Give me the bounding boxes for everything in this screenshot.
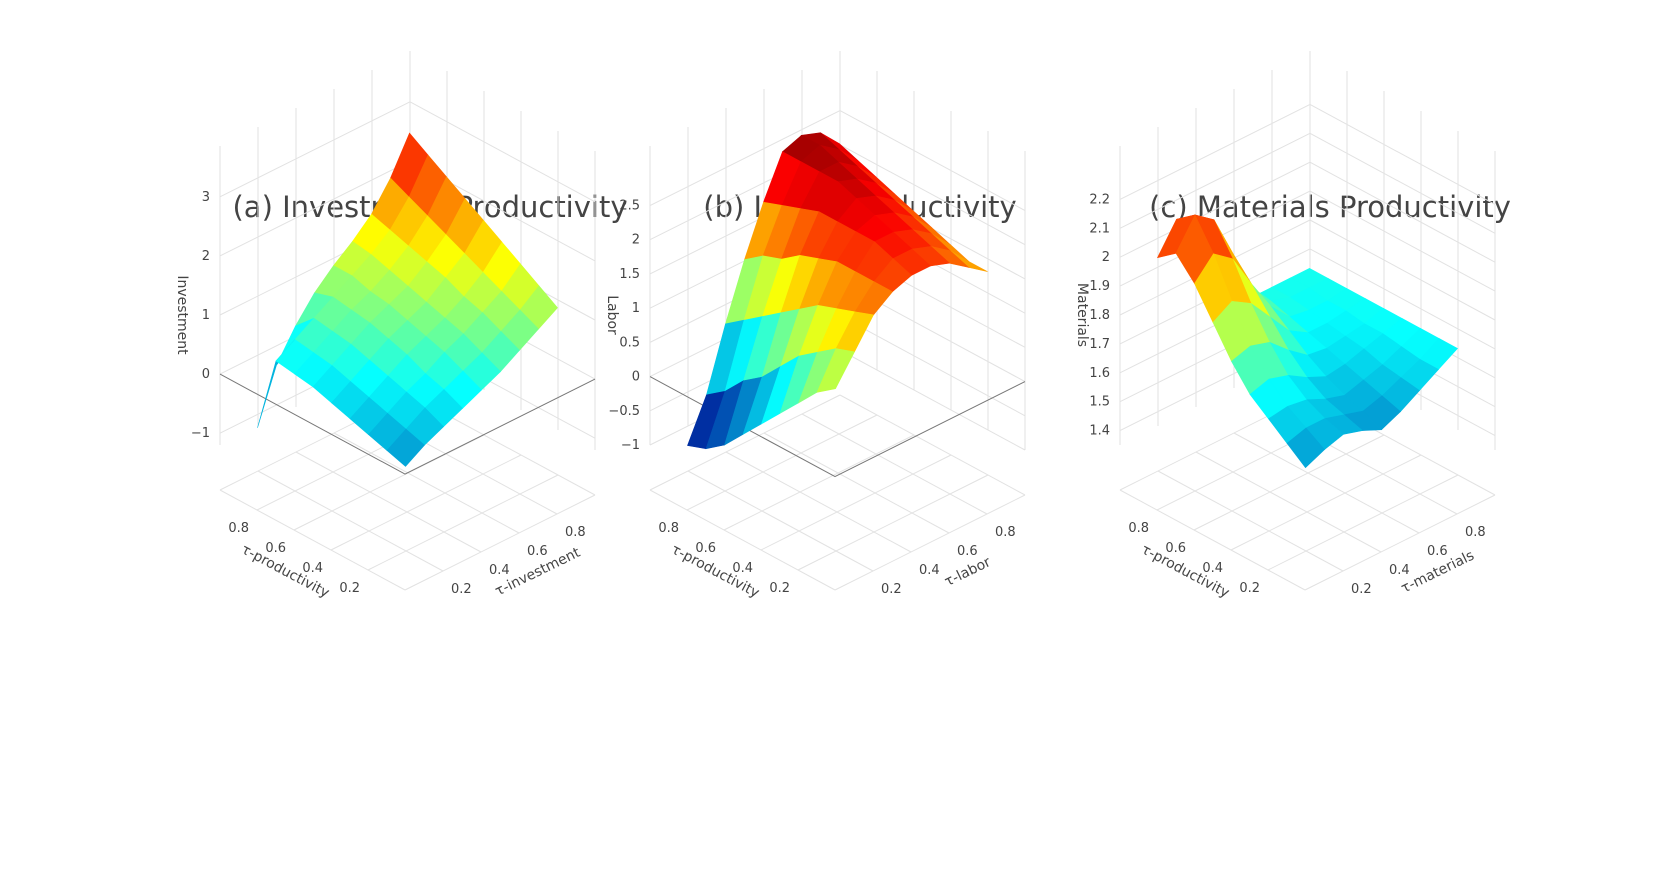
surface-patch — [1286, 427, 1325, 469]
x-tick-label: 0.4 — [302, 561, 323, 576]
y-tick-label: 0.2 — [881, 582, 902, 597]
surface — [1156, 214, 1458, 469]
grid-line — [687, 470, 874, 572]
tick-labels: 0.2 0.4 0.6 0.8 0.2 0.4 0.6 0.8 1.4 1.5 1.6 1.7 1.8 1… — [1089, 192, 1485, 597]
surface-plot[interactable]: 0.2 0.4 0.6 0.8 0.2 0.4 0.6 0.8 1.4 1.5 1.6 1.7 1.8 1… — [1050, 0, 1610, 882]
y-axis-title: τ-labor — [942, 554, 993, 590]
z-tick-label: 1.9 — [1089, 279, 1110, 294]
grid-line — [1119, 489, 1306, 591]
z-tick-label: 2 — [202, 249, 210, 264]
zero-line — [219, 373, 596, 475]
z-tick-label: 2.1 — [1089, 221, 1110, 236]
y-tick-label: 0.8 — [995, 525, 1016, 540]
grid-line — [1230, 454, 1422, 551]
grid-line — [1119, 103, 1496, 205]
grid-line — [333, 432, 520, 534]
surface — [257, 132, 558, 467]
grid-line — [1267, 474, 1459, 571]
grid-line — [1157, 470, 1344, 572]
z-axis-title: Materials — [1074, 283, 1090, 347]
z-axis-title: Investment — [174, 275, 190, 355]
grid-line — [725, 451, 912, 553]
grid-line — [1193, 434, 1385, 531]
grid-line — [797, 474, 989, 571]
z-tick-label: 0 — [632, 370, 640, 385]
chart-panel-materials: (c) Materials Productivity 0.2 0.4 0.6 0.8 0… — [1050, 0, 1610, 882]
surface-plot[interactable]: 0.20.40.60.80.20.40.60.8−10123τ-producti… — [150, 0, 710, 882]
grid-line — [1304, 494, 1496, 591]
grid-line — [257, 470, 444, 572]
y-tick-label: 0.4 — [489, 563, 510, 578]
x-tick-label: 0.6 — [265, 541, 286, 556]
z-tick-label: 2.5 — [619, 199, 640, 214]
y-tick-label: 0.6 — [527, 544, 548, 559]
chart-panel-investment: (a) Investment Productivity 0.2 0.4 0.6 0.8… — [150, 0, 710, 882]
y-tick-label: 0.4 — [1389, 563, 1410, 578]
grid-line — [649, 489, 836, 591]
y-tick-label: 0.2 — [451, 582, 472, 597]
x-tick-label: 0.4 — [732, 561, 753, 576]
grid-line — [723, 434, 915, 531]
z-tick-label: 1.8 — [1089, 308, 1110, 323]
z-tick-label: −1 — [621, 438, 640, 453]
z-tick-label: −1 — [191, 426, 210, 441]
x-tick-label: 0.8 — [1128, 521, 1149, 536]
grid-line — [295, 451, 482, 553]
y-tick-label: 0.4 — [919, 563, 940, 578]
x-tick-label: 0.4 — [1202, 561, 1223, 576]
z-tick-label: 2 — [1102, 250, 1110, 265]
grid-line — [1195, 451, 1382, 553]
z-tick-label: 0 — [202, 367, 210, 382]
grid-line — [330, 454, 522, 551]
x-tick-label: 0.2 — [1239, 581, 1260, 596]
surface-patch — [816, 348, 855, 393]
z-tick-label: 1 — [202, 308, 210, 323]
grid-line — [649, 394, 841, 491]
z-tick-label: 0.5 — [619, 335, 640, 350]
grid-line — [219, 489, 406, 591]
x-tick-label: 0.6 — [695, 541, 716, 556]
z-tick-label: 1.5 — [619, 267, 640, 282]
x-tick-label: 0.8 — [658, 521, 679, 536]
z-tick-label: 2 — [632, 233, 640, 248]
surface — [687, 132, 988, 450]
x-tick-label: 0.6 — [1165, 541, 1186, 556]
z-tick-label: 1 — [632, 301, 640, 316]
surface-plot[interactable]: 0.2 0.4 0.6 0.8 0.2 0.4 0.6 0.8 −1 −0.5 0 0.5 1 1.5 2 2… — [580, 0, 1140, 882]
x-tick-label: 0.2 — [339, 581, 360, 596]
z-tick-label: 2.2 — [1089, 192, 1110, 207]
tick-labels: 0.2 0.4 0.6 0.8 0.2 0.4 0.6 0.8 −1 0 1 2 3 — [191, 190, 586, 597]
y-tick-label: 0.6 — [1427, 544, 1448, 559]
grid-line — [404, 494, 596, 591]
y-tick-label: 0.2 — [1351, 582, 1372, 597]
z-tick-label: −0.5 — [608, 404, 640, 419]
grid-line — [367, 474, 559, 571]
grid-line — [839, 394, 1026, 496]
chart-panel-labor: (b) Labor Productivity 0.20.40.60.80.20.… — [580, 0, 1140, 882]
grid-line — [686, 414, 878, 511]
z-tick-label: 1.7 — [1089, 337, 1110, 352]
surface-patch — [386, 428, 425, 467]
y-tick-label: 0.8 — [1465, 525, 1486, 540]
y-tick-label: 0.8 — [565, 525, 586, 540]
tick-labels: 0.2 0.4 0.6 0.8 0.2 0.4 0.6 0.8 −1 −0.5 0 0.5 1 1.5 2 2… — [608, 199, 1015, 597]
grid-line — [760, 454, 952, 551]
z-tick-label: 3 — [202, 190, 210, 205]
z-tick-label: 1.5 — [1089, 395, 1110, 410]
y-tick-label: 0.6 — [957, 544, 978, 559]
x-tick-label: 0.2 — [769, 581, 790, 596]
grid-line — [801, 413, 988, 515]
grid-line — [1119, 132, 1496, 234]
grid-line — [763, 432, 950, 534]
x-tick-label: 0.8 — [228, 521, 249, 536]
z-tick-label: 1.6 — [1089, 366, 1110, 381]
grid-line — [1233, 432, 1420, 534]
grid-line — [834, 494, 1026, 591]
z-axis-title: Labor — [604, 295, 620, 335]
z-tick-label: 1.4 — [1089, 424, 1110, 439]
